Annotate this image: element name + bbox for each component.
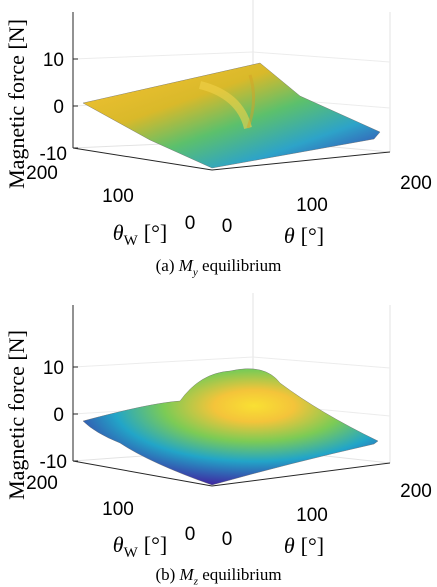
z-tick-label: -10 <box>40 144 67 165</box>
z-tick-label: 10 <box>43 358 64 379</box>
x-tick-label: 200 <box>400 173 432 194</box>
grid-line <box>72 356 254 368</box>
x-axis-unit: [°] <box>301 533 324 558</box>
x-tick-label: 100 <box>296 195 328 216</box>
caption-suffix: equilibrium <box>202 256 282 275</box>
caption-prefix: (b) <box>155 565 176 584</box>
caption-a: (a) My equilibrium <box>0 256 437 278</box>
x-tick-label: 0 <box>222 529 233 550</box>
y-tick-label: 100 <box>102 499 134 520</box>
y-axis-label: θW [°] <box>113 220 167 249</box>
z-tick-label: 10 <box>43 50 64 71</box>
grid-line <box>252 51 391 63</box>
caption-variable: M <box>179 565 194 584</box>
axes-lines <box>72 305 391 487</box>
axes-lines <box>72 12 391 171</box>
caption-subscript: y <box>192 266 198 279</box>
caption-b: (b) Mz equilibrium <box>0 565 437 587</box>
y-tick-label: 0 <box>185 524 196 545</box>
z-ticks: 10 0 -10 <box>40 358 78 473</box>
grid-line <box>252 356 391 369</box>
y-axis-symbol: θ <box>113 220 124 245</box>
z-ticks: 10 0 -10 <box>40 50 78 165</box>
x-tick-label: 0 <box>222 216 233 237</box>
caption-subscript: z <box>193 575 198 587</box>
x-ticks: 0 100 200 <box>222 481 432 550</box>
x-ticks: 0 100 200 <box>222 173 432 237</box>
surface-plot-b: 10 0 -10 200 100 0 0 100 200 Magnetic fo… <box>4 293 432 561</box>
z-axis-label: Magnetic force [N] <box>4 330 29 500</box>
x-tick-label: 200 <box>400 481 432 502</box>
y-ticks: 200 100 0 <box>26 163 195 234</box>
y-ticks: 200 100 0 <box>26 473 195 545</box>
surface-b <box>82 368 379 486</box>
z-tick-label: -10 <box>40 452 67 473</box>
grid-line <box>72 51 254 60</box>
surface-plot-a: 10 0 -10 200 100 0 0 100 200 Magnetic fo… <box>4 0 432 249</box>
x-axis-unit: [°] <box>301 223 324 248</box>
y-axis-unit: [°] <box>144 532 167 557</box>
chart-panel-a: 10 0 -10 200 100 0 0 100 200 Magnetic fo… <box>0 0 437 293</box>
x-axis-symbol: θ <box>284 223 295 248</box>
y-tick-label: 200 <box>26 163 58 184</box>
y-axis-label: θW [°] <box>113 532 167 561</box>
y-axis-symbol: θ <box>113 532 124 557</box>
y-tick-label: 100 <box>102 186 134 207</box>
y-axis-subscript: W <box>124 233 139 249</box>
caption-variable: M <box>178 256 193 275</box>
x-axis-symbol: θ <box>284 533 295 558</box>
z-tick-label: 0 <box>53 97 64 118</box>
y-tick-label: 0 <box>185 213 196 234</box>
y-tick-label: 200 <box>26 473 58 494</box>
caption-prefix: (a) <box>155 256 175 275</box>
surface-a <box>82 62 381 169</box>
y-axis-subscript: W <box>124 545 139 561</box>
x-tick-label: 100 <box>296 505 328 526</box>
z-axis-label: Magnetic force [N] <box>4 19 29 189</box>
y-axis-unit: [°] <box>144 220 167 245</box>
caption-suffix: equilibrium <box>202 565 282 584</box>
z-tick-label: 0 <box>53 405 64 426</box>
chart-panel-b: 10 0 -10 200 100 0 0 100 200 Magnetic fo… <box>0 293 437 587</box>
x-axis-label: θ [°] <box>284 533 324 558</box>
x-axis-label: θ [°] <box>284 223 324 248</box>
